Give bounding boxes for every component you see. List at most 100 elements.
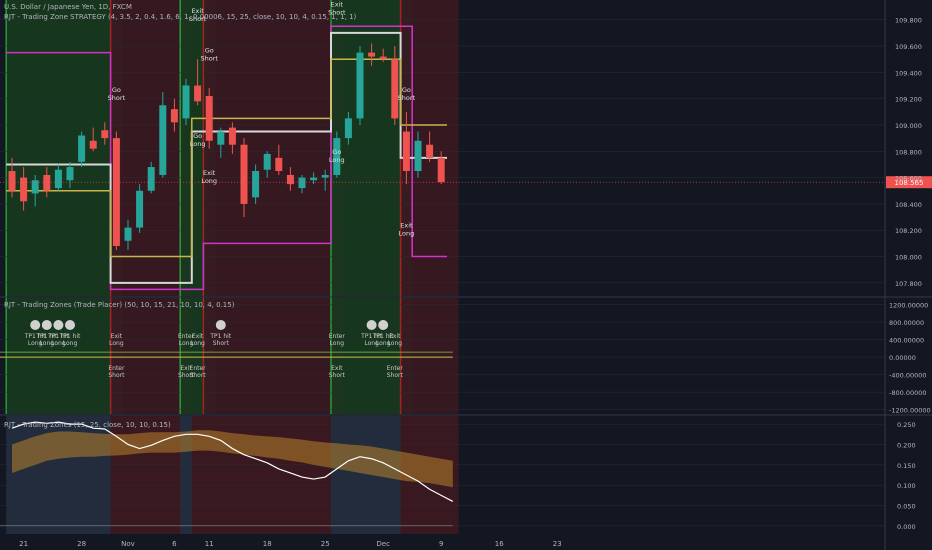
candle-body xyxy=(344,118,352,139)
signal-label: Short xyxy=(189,15,207,23)
y-tick-label: 107.800 xyxy=(895,280,922,288)
zone-band xyxy=(203,298,343,414)
signal-label: Long xyxy=(399,230,415,238)
candle-body xyxy=(298,177,306,189)
candle-body xyxy=(228,127,236,145)
candle-body xyxy=(147,167,155,191)
signal-label: Exit xyxy=(400,222,413,230)
candle-body xyxy=(31,180,39,194)
signal-label: Go xyxy=(205,47,214,55)
placer-label: TP1 hit xyxy=(209,333,231,340)
y-tick-label: 109.400 xyxy=(895,69,922,77)
y-tick-label: 0.100 xyxy=(897,482,916,490)
candle-body xyxy=(182,85,190,119)
placer-label: Long xyxy=(51,340,66,347)
y-tick-label: 1200.00000 xyxy=(889,302,928,310)
signal-label: Long xyxy=(329,156,345,164)
candle-body xyxy=(321,174,329,178)
y-tick-label: 400.00000 xyxy=(889,337,924,345)
candle-body xyxy=(286,174,294,185)
placer-label: Long xyxy=(190,340,205,347)
y-tick-label: 800.00000 xyxy=(889,319,924,327)
zone-band xyxy=(400,298,459,414)
x-tick-label: 21 xyxy=(19,540,28,548)
candle-body xyxy=(43,174,51,191)
series-yellow-line xyxy=(6,58,447,258)
candle-body xyxy=(437,157,445,183)
y-tick-label: -1200.00000 xyxy=(889,407,931,415)
candle-body xyxy=(194,85,202,102)
x-tick-label: 28 xyxy=(77,540,86,548)
placer-label: Enter xyxy=(387,365,404,372)
placer-label: Short xyxy=(387,372,404,379)
candle-body xyxy=(391,59,399,119)
signal-label: Exit xyxy=(203,169,216,177)
candle-body xyxy=(275,157,283,172)
x-tick-label: 11 xyxy=(205,540,214,548)
placer-label: TP1 hit xyxy=(360,333,382,340)
candle-body xyxy=(310,177,318,181)
candle-body xyxy=(356,52,364,119)
candle-body xyxy=(402,131,410,172)
signal-label: Go xyxy=(332,148,341,156)
series-magenta-line xyxy=(6,25,447,291)
signal-label: Short xyxy=(108,94,126,102)
candle-body xyxy=(263,153,271,170)
candle-body xyxy=(240,144,248,204)
placer-label: Long xyxy=(40,340,55,347)
tp-marker xyxy=(41,320,52,330)
tp-marker xyxy=(215,320,226,330)
last-price-label: 108.565 xyxy=(895,179,924,187)
y-tick-label: -800.00000 xyxy=(889,389,927,397)
x-tick-label: Dec xyxy=(376,540,390,548)
candle-body xyxy=(159,105,167,175)
placer-label: Short xyxy=(108,372,125,379)
y-tick-label: 109.600 xyxy=(895,43,922,51)
candle-body xyxy=(89,140,97,149)
placer-label: Enter xyxy=(178,333,195,340)
placer-label: Long xyxy=(109,340,124,347)
candle-body xyxy=(170,109,178,123)
signal-label: Short xyxy=(398,94,416,102)
tp-marker xyxy=(65,320,75,330)
y-tick-label: 0.200 xyxy=(897,441,916,449)
placer-label: Long xyxy=(28,340,43,347)
y-tick-label: 108.800 xyxy=(895,148,922,156)
placer-label: Long xyxy=(364,340,379,347)
placer-label: Enter xyxy=(329,333,346,340)
x-tick-label: 18 xyxy=(263,540,272,548)
placer-label: Long xyxy=(388,340,403,347)
signal-label: Go xyxy=(193,132,202,140)
signal-label: Short xyxy=(328,9,346,17)
tp-marker xyxy=(53,320,64,330)
zone-band xyxy=(110,0,192,296)
zone-band xyxy=(110,298,192,414)
candle-body xyxy=(20,177,28,202)
zone-line xyxy=(11,421,454,502)
y-tick-label: 0.00000 xyxy=(889,354,916,362)
candle-body xyxy=(414,140,422,172)
placer-label: Exit xyxy=(180,365,192,372)
candle-body xyxy=(205,96,213,141)
placer-label: Short xyxy=(178,372,195,379)
y-tick-label: 108.600 xyxy=(895,175,922,183)
trading-zones-title: RJT - Trading Zones (15, 25, close, 10, … xyxy=(4,421,171,429)
candle-body xyxy=(333,138,341,175)
y-tick-label: 0.050 xyxy=(897,503,916,511)
last-price-tag xyxy=(886,176,932,189)
placer-label: TP1 hit xyxy=(59,333,81,340)
candle-body xyxy=(78,135,86,162)
candle-body xyxy=(124,227,132,241)
candle-body xyxy=(368,52,376,57)
signal-label: Go xyxy=(402,86,411,94)
x-tick-label: 9 xyxy=(439,540,443,548)
placer-label: Long xyxy=(63,340,78,347)
y-tick-label: 108.400 xyxy=(895,201,922,209)
candle-body xyxy=(136,190,144,228)
candle-body xyxy=(379,56,387,60)
placer-label: Short xyxy=(213,340,230,347)
y-tick-label: 108.000 xyxy=(895,254,922,262)
y-tick-label: 108.200 xyxy=(895,227,922,235)
tp-marker xyxy=(30,320,41,330)
placer-label: Exit xyxy=(331,365,343,372)
